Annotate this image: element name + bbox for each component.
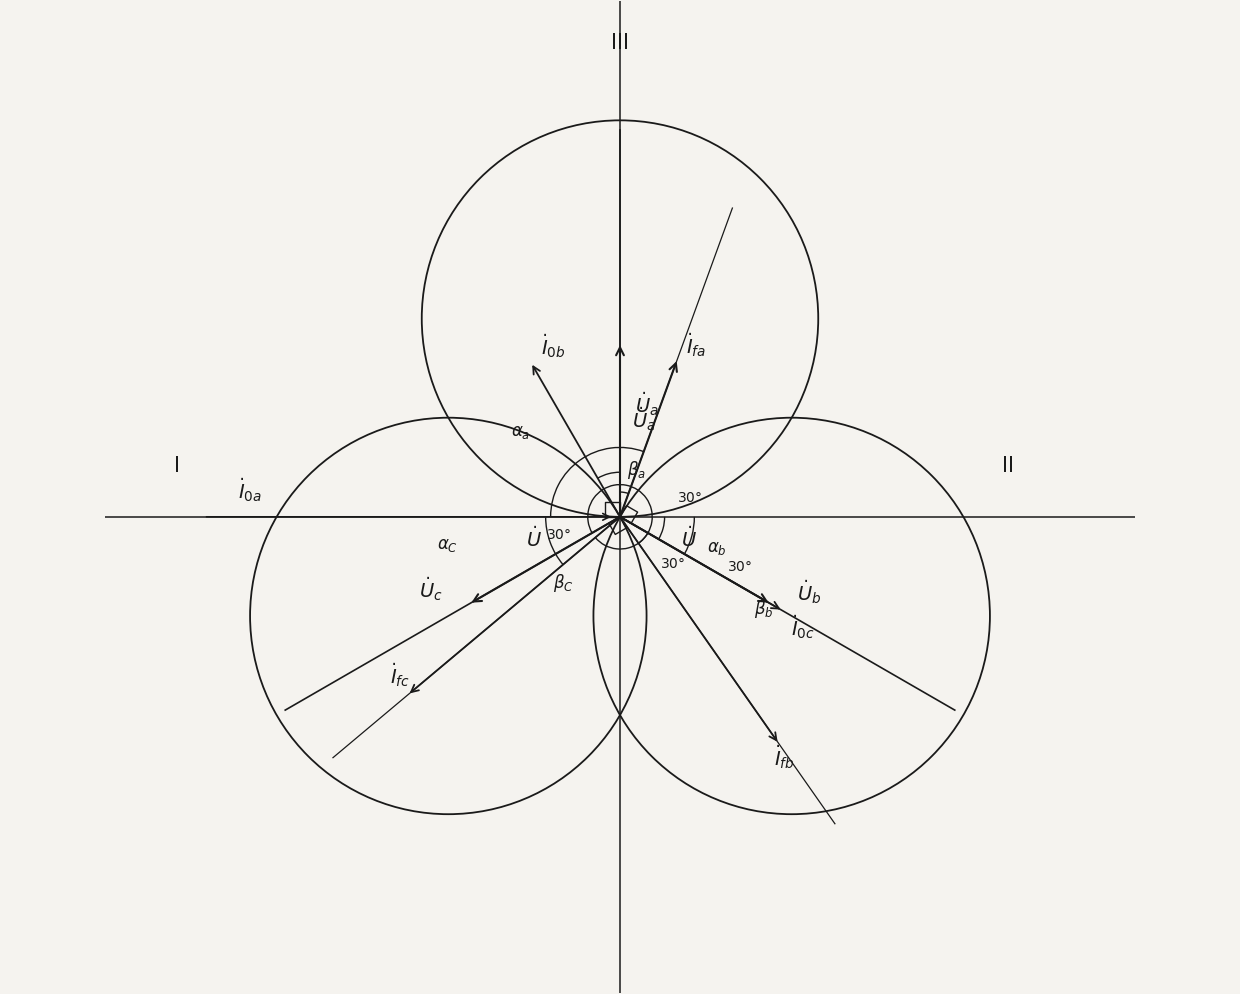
Text: $\beta_a$: $\beta_a$	[627, 459, 646, 481]
Text: $\dot{I}_{0c}$: $\dot{I}_{0c}$	[791, 613, 815, 641]
Text: $30°$: $30°$	[727, 561, 753, 575]
Text: $\dot{I}_{0b}$: $\dot{I}_{0b}$	[541, 332, 565, 360]
Text: $30°$: $30°$	[677, 491, 703, 505]
Text: $\dot{I}_{0a}$: $\dot{I}_{0a}$	[238, 476, 263, 504]
Text: $\dot{U}_b$: $\dot{U}_b$	[796, 579, 821, 606]
Text: $\dot{U}$: $\dot{U}$	[682, 526, 697, 551]
Text: $\alpha_b$: $\alpha_b$	[707, 539, 727, 557]
Text: $\dot{U}_a$: $\dot{U}_a$	[635, 391, 658, 418]
Text: $30°$: $30°$	[546, 528, 570, 542]
Text: $\dot{U}$: $\dot{U}$	[526, 526, 542, 551]
Text: $\dot{U}_c$: $\dot{U}_c$	[419, 576, 443, 603]
Text: $\beta_b$: $\beta_b$	[754, 598, 774, 620]
Text: $\dot{I}_{fc}$: $\dot{I}_{fc}$	[389, 661, 409, 689]
Text: $\dot{I}_{fa}$: $\dot{I}_{fa}$	[686, 331, 706, 359]
Text: III: III	[611, 33, 629, 53]
Text: II: II	[1002, 456, 1013, 476]
Text: $\alpha_a$: $\alpha_a$	[511, 422, 531, 440]
Text: $30°$: $30°$	[660, 558, 684, 572]
Text: $\dot{I}_{fb}$: $\dot{I}_{fb}$	[774, 744, 795, 771]
Text: $\dot{U}_a$: $\dot{U}_a$	[632, 405, 656, 433]
Text: $\beta_C$: $\beta_C$	[553, 573, 573, 594]
Text: $\alpha_C$: $\alpha_C$	[436, 536, 458, 554]
Text: I: I	[174, 456, 180, 476]
